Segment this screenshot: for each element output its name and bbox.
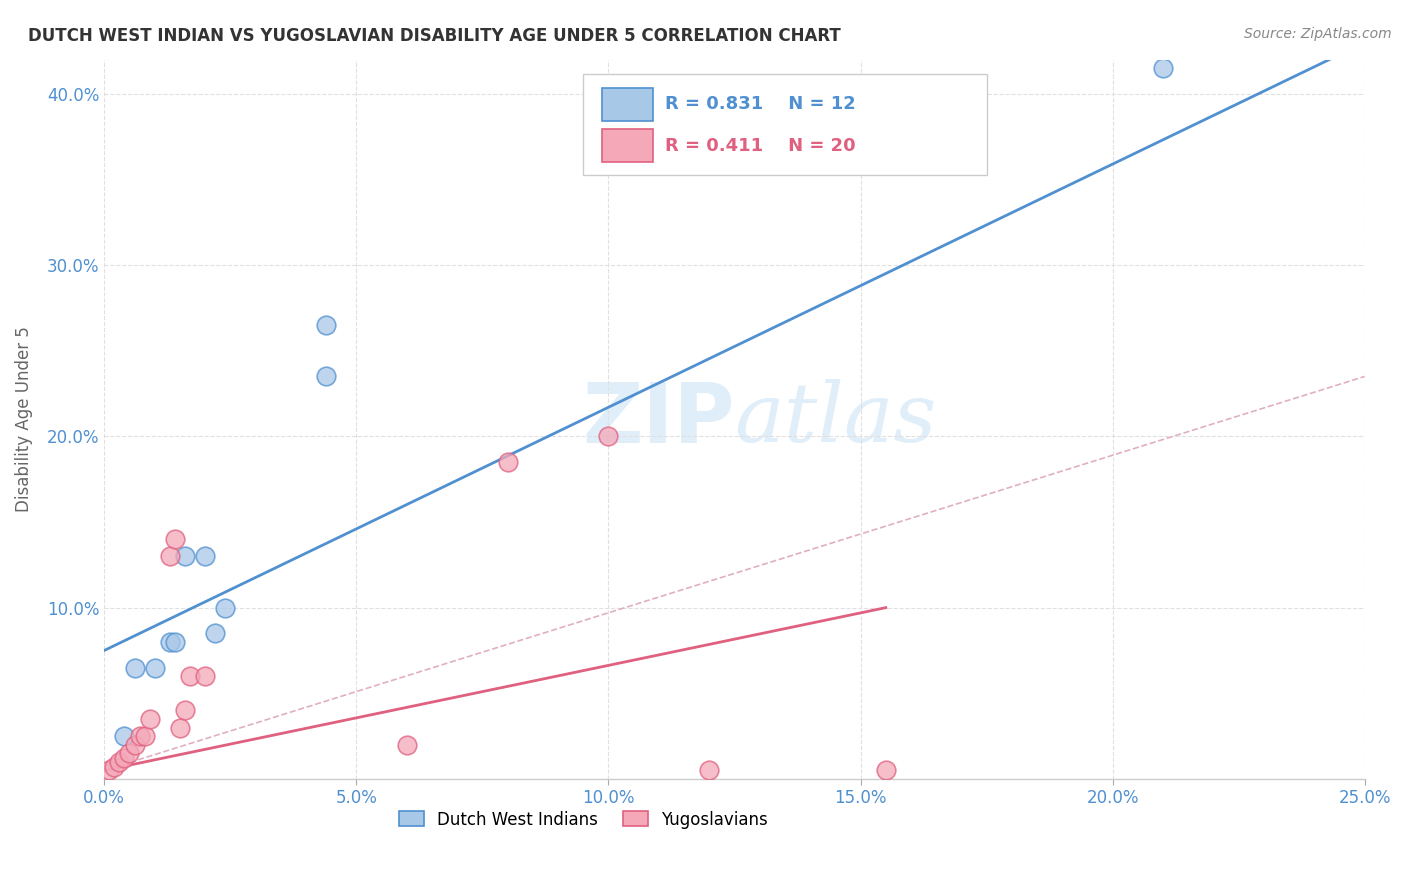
Point — [143, 660, 166, 674]
Point — [103, 760, 125, 774]
Point — [112, 729, 135, 743]
Point — [598, 429, 620, 443]
Point — [697, 764, 720, 778]
FancyBboxPatch shape — [583, 74, 987, 175]
Point — [138, 712, 160, 726]
Point — [194, 549, 217, 564]
Point — [174, 549, 197, 564]
Bar — [602, 129, 652, 161]
Text: atlas: atlas — [734, 379, 936, 459]
Point — [163, 532, 186, 546]
Point — [112, 751, 135, 765]
Legend: Dutch West Indians, Yugoslavians: Dutch West Indians, Yugoslavians — [392, 804, 775, 835]
Text: R = 0.831    N = 12: R = 0.831 N = 12 — [665, 95, 856, 113]
Point — [118, 746, 141, 760]
Point — [98, 764, 121, 778]
Point — [315, 318, 337, 332]
Point — [124, 738, 146, 752]
Point — [496, 455, 519, 469]
Point — [214, 600, 236, 615]
Bar — [602, 88, 652, 120]
Point — [134, 729, 156, 743]
Point — [315, 369, 337, 384]
Point — [194, 669, 217, 683]
Text: ZIP: ZIP — [582, 379, 734, 459]
Point — [159, 549, 181, 564]
Point — [159, 635, 181, 649]
Point — [204, 626, 226, 640]
Point — [169, 721, 191, 735]
Point — [108, 755, 131, 769]
Text: R = 0.411    N = 20: R = 0.411 N = 20 — [665, 136, 856, 155]
Point — [163, 635, 186, 649]
Point — [1152, 61, 1174, 75]
Text: DUTCH WEST INDIAN VS YUGOSLAVIAN DISABILITY AGE UNDER 5 CORRELATION CHART: DUTCH WEST INDIAN VS YUGOSLAVIAN DISABIL… — [28, 27, 841, 45]
Point — [124, 660, 146, 674]
Text: Source: ZipAtlas.com: Source: ZipAtlas.com — [1244, 27, 1392, 41]
Point — [179, 669, 201, 683]
Y-axis label: Disability Age Under 5: Disability Age Under 5 — [15, 326, 32, 512]
Point — [875, 764, 897, 778]
Point — [128, 729, 150, 743]
Point — [174, 703, 197, 717]
Point — [395, 738, 418, 752]
